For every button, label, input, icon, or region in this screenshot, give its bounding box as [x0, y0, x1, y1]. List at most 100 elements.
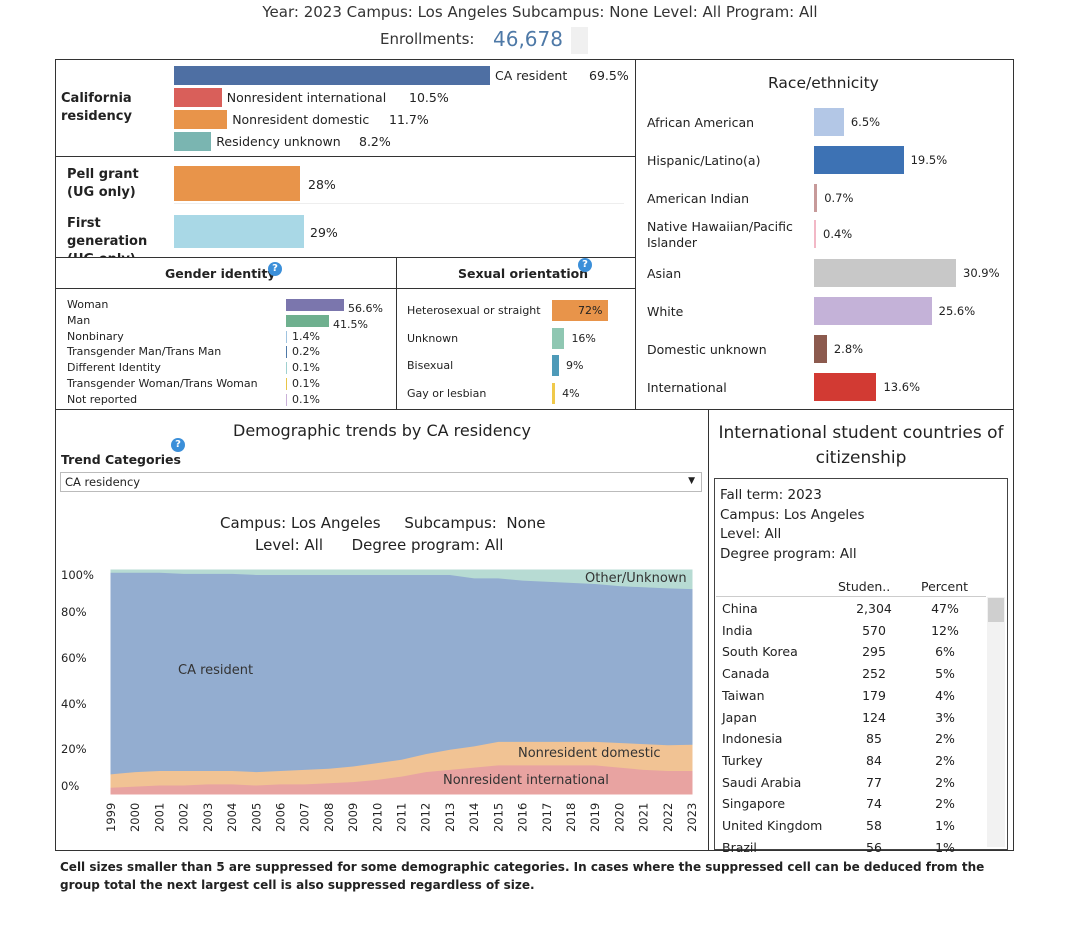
table-header-line — [716, 596, 986, 597]
country-name: South Korea — [722, 644, 798, 660]
orientation-bar[interactable] — [552, 355, 559, 376]
orientation-label: Heterosexual or straight — [407, 304, 541, 317]
residency-bar[interactable] — [174, 110, 228, 129]
gender-bar[interactable] — [286, 330, 288, 343]
x-tick-label: 2000 — [128, 803, 142, 832]
gender-bar[interactable] — [286, 346, 287, 359]
table-row[interactable]: Singapore 74 2% — [716, 793, 986, 815]
orientation-pct: 72% — [578, 304, 603, 317]
scrollbar-track[interactable] — [987, 597, 1005, 847]
student-percent: 1% — [935, 818, 955, 833]
orientation-help-icon[interactable]: ? — [578, 258, 592, 272]
orientation-bar[interactable] — [552, 327, 565, 349]
gender-pct: 56.6% — [348, 302, 383, 315]
residency-bar[interactable] — [174, 66, 490, 85]
residency-bar[interactable] — [174, 132, 212, 151]
race-bar[interactable] — [814, 220, 816, 248]
table-row[interactable]: South Korea 295 6% — [716, 641, 986, 663]
trend-category-select[interactable]: CA residency ▼ — [60, 472, 702, 492]
orientation-label: Bisexual — [407, 359, 454, 372]
intl-col-percent: Percent — [921, 579, 969, 594]
student-percent: 2% — [935, 752, 955, 768]
gender-bar[interactable] — [286, 299, 344, 311]
race-bar[interactable] — [814, 373, 877, 401]
trend-categories-label: Trend Categories — [61, 452, 181, 467]
scrollbar-thumb[interactable] — [988, 598, 1004, 622]
gender-bar[interactable] — [286, 314, 329, 327]
race-label: White — [647, 304, 684, 319]
pell-bar[interactable] — [174, 166, 300, 201]
gender-label: Transgender Man/Trans Man — [67, 345, 222, 359]
race-pct: 6.5% — [850, 115, 881, 129]
table-row[interactable]: United Kingdom 58 1% — [716, 815, 986, 837]
orientation-panel — [396, 257, 636, 410]
residency-bar-pct: 69.5% — [589, 68, 629, 83]
firstgen-pct: 29% — [310, 225, 338, 240]
table-row[interactable]: India 570 12% — [716, 620, 986, 642]
race-bar[interactable] — [814, 184, 818, 212]
table-row[interactable]: Japan 124 3% — [716, 707, 986, 729]
race-bar[interactable] — [814, 108, 844, 136]
area-label: Nonresident domestic — [518, 746, 661, 761]
gender-bar[interactable] — [286, 378, 287, 390]
race-bar[interactable] — [814, 335, 827, 363]
gender-bar[interactable] — [286, 362, 287, 375]
table-row[interactable]: Brazil 56 1% — [716, 837, 986, 859]
orientation-bar[interactable] — [552, 382, 556, 404]
race-label: Native Hawaiian/Pacific Islander — [647, 219, 793, 250]
y-tick-label: 40% — [61, 697, 87, 711]
trends-subtitle-1: Campus: Los Angeles Subcampus: None — [220, 514, 546, 532]
orientation-bar[interactable] — [552, 300, 608, 321]
x-tick-label: 2023 — [685, 803, 699, 832]
student-count: 85 — [866, 731, 882, 747]
gender-label: Different Identity — [67, 361, 161, 375]
area-series-3[interactable] — [110, 569, 693, 590]
country-name: China — [722, 601, 758, 616]
pell-firstgen-panel — [55, 156, 636, 258]
table-row[interactable]: Canada 252 5% — [716, 663, 986, 685]
x-tick-label: 2005 — [249, 803, 263, 832]
gender-panel — [55, 257, 397, 410]
table-row[interactable]: Saudi Arabia 77 2% — [716, 772, 986, 794]
trends-help-icon[interactable]: ? — [171, 438, 185, 452]
gender-label: Nonbinary — [67, 329, 124, 343]
residency-title: California residency — [61, 91, 132, 124]
enrollments-label: Enrollments: — [380, 30, 475, 48]
gender-help-icon[interactable]: ? — [268, 262, 282, 276]
y-tick-label: 20% — [61, 742, 87, 756]
student-count: 58 — [866, 818, 882, 833]
residency-bar-label: Residency unknown — [216, 134, 341, 149]
orientation-pct: 16% — [571, 331, 596, 345]
x-tick-label: 2020 — [612, 803, 626, 832]
table-row[interactable]: China 2,304 47% — [716, 598, 986, 620]
student-count: 295 — [862, 644, 886, 660]
race-bar[interactable] — [814, 146, 904, 174]
pell-pct: 28% — [308, 177, 336, 192]
country-name: Singapore — [722, 796, 786, 812]
x-tick-label: 2007 — [298, 803, 312, 832]
gender-label: Woman — [67, 298, 109, 311]
table-row[interactable]: Taiwan 179 4% — [716, 685, 986, 707]
table-row[interactable]: Indonesia 85 2% — [716, 728, 986, 750]
race-pct: 25.6% — [938, 304, 976, 318]
race-label: Hispanic/Latino(a) — [647, 153, 761, 168]
pell-title: Pell grant (UG only) — [67, 167, 139, 200]
gender-bar[interactable] — [286, 393, 287, 406]
orientation-label: Gay or lesbian — [407, 386, 487, 400]
race-label: American Indian — [647, 191, 750, 206]
residency-bar-pct: 10.5% — [409, 90, 449, 105]
race-pct: 13.6% — [883, 380, 921, 394]
race-pct: 19.5% — [910, 153, 948, 167]
table-row[interactable]: Turkey 84 2% — [716, 750, 986, 772]
race-bar[interactable] — [814, 259, 956, 287]
intl-table-box — [714, 478, 1008, 850]
student-percent: 2% — [935, 774, 955, 790]
firstgen-bar[interactable] — [174, 215, 304, 248]
filter-summary: Year: 2023 Campus: Los Angeles Subcampus… — [262, 3, 818, 21]
gender-pct: 0.2% — [292, 345, 320, 359]
race-bar[interactable] — [814, 297, 932, 325]
y-tick-label: 80% — [61, 605, 87, 619]
intl-meta-line: Fall term: 2023 — [720, 487, 822, 503]
residency-bar[interactable] — [174, 88, 222, 107]
x-tick-label: 2018 — [564, 803, 578, 832]
